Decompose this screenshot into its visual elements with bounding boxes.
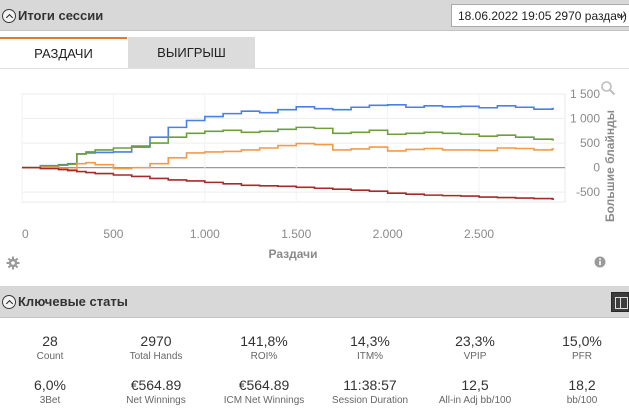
tab-divider [0, 68, 629, 69]
y-tick-label: 0 [593, 161, 600, 175]
x-tick-label: 1.000 [190, 227, 220, 241]
stat-net-winnings: €564.89 Net Winnings [106, 377, 206, 406]
stat-pfr: 15,0% PFR [532, 333, 629, 362]
stat-value: €564.89 [238, 377, 290, 393]
stat-label: Net Winnings [126, 395, 186, 406]
y-tick-label: 500 [580, 136, 600, 150]
stat-session-duration: 11:38:57 Session Duration [320, 377, 420, 406]
stat-value: 14,3% [350, 333, 390, 349]
stat-label: ITM% [356, 351, 384, 362]
y-tick-label: -500 [576, 185, 600, 199]
stat-total-hands: 2970 Total Hands [106, 333, 206, 362]
zoom-icon[interactable] [600, 80, 616, 96]
stat-value: 28 [42, 333, 58, 349]
stat-label: ICM Net Winnings [223, 395, 305, 406]
chart-x-ticks: 0 500 1.000 1.500 2.000 2.500 [22, 227, 494, 241]
collapse-up-icon[interactable] [2, 295, 16, 309]
gear-icon[interactable] [6, 256, 20, 270]
session-summary-title: Итоги сессии [18, 8, 104, 23]
y-tick-label: 1 000 [570, 112, 600, 126]
tab-winnings[interactable]: ВЫИГРЫШ [128, 37, 255, 68]
stat-label: All-in Adj bb/100 [438, 395, 512, 406]
tab-winnings-label: ВЫИГРЫШ [157, 45, 226, 60]
series-line-red [22, 166, 555, 200]
stat-value: 18,2 [568, 377, 596, 393]
key-stats-header: Ключевые статы [0, 286, 629, 318]
stat-value: €564.89 [130, 377, 182, 393]
session-graph[interactable]: 0 500 1.000 1.500 2.000 2.500 1 500 1 000 500 0 -… [0, 72, 629, 272]
stat-vpip: 23,3% VPIP [425, 333, 525, 362]
x-tick-label: 1.500 [281, 227, 311, 241]
stat-label: PFR [572, 351, 592, 362]
stat-value: 23,3% [455, 333, 495, 349]
stat-bb100: 18,2 bb/100 [532, 377, 629, 406]
y-tick-label: 1 500 [570, 87, 600, 101]
stat-count: 28 Count [0, 333, 100, 362]
series-line-orange [22, 142, 555, 171]
stat-label: bb/100 [566, 395, 598, 406]
tab-hands-label: РАЗДАЧИ [34, 46, 93, 61]
tab-hands[interactable]: РАЗДАЧИ [0, 37, 127, 68]
chart-series [22, 104, 555, 200]
stat-value: 6,0% [34, 377, 66, 393]
stat-label: ROI% [250, 351, 278, 362]
key-stats-title: Ключевые статы [18, 294, 128, 309]
x-tick-label: 0 [22, 227, 29, 241]
stat-label: Total Hands [129, 351, 183, 362]
stat-itm: 14,3% ITM% [320, 333, 420, 362]
series-line-blue [22, 104, 555, 169]
x-axis-title: Раздачи [269, 247, 318, 261]
stat-allin-adj-bb100: 12,5 All-in Adj bb/100 [425, 377, 525, 406]
stat-value: 12,5 [461, 377, 489, 393]
session-summary-header: Итоги сессии 18.06.2022 19:05 2970 разда… [0, 0, 629, 31]
panel-toggle-icon[interactable] [611, 292, 629, 312]
stat-value: 141,8% [240, 333, 288, 349]
session-dropdown-value: 18.06.2022 19:05 2970 раздач) [458, 9, 627, 23]
info-icon[interactable] [594, 256, 606, 268]
stat-value: 11:38:57 [343, 377, 397, 393]
stat-label: 3Bet [39, 395, 61, 406]
x-tick-label: 500 [103, 227, 123, 241]
stat-label: VPIP [463, 351, 487, 362]
chart-gridlines [21, 93, 566, 203]
stat-roi: 141,8% ROI% [214, 333, 314, 362]
series-line-green [22, 126, 555, 169]
chart-y-ticks: 1 500 1 000 500 0 -500 [570, 87, 600, 199]
y-axis-title: Большие блайнды [603, 110, 617, 222]
collapse-up-icon[interactable] [2, 9, 16, 23]
stat-icm-net-winnings: €564.89 ICM Net Winnings [214, 377, 314, 406]
x-tick-label: 2.500 [464, 227, 494, 241]
stat-3bet: 6,0% 3Bet [0, 377, 100, 406]
stat-value: 2970 [140, 333, 172, 349]
x-tick-label: 2.000 [373, 227, 403, 241]
session-dropdown[interactable]: 18.06.2022 19:05 2970 раздач) [451, 4, 629, 27]
stat-label: Session Duration [331, 395, 409, 406]
stat-value: 15,0% [562, 333, 602, 349]
stat-label: Count [36, 351, 64, 362]
